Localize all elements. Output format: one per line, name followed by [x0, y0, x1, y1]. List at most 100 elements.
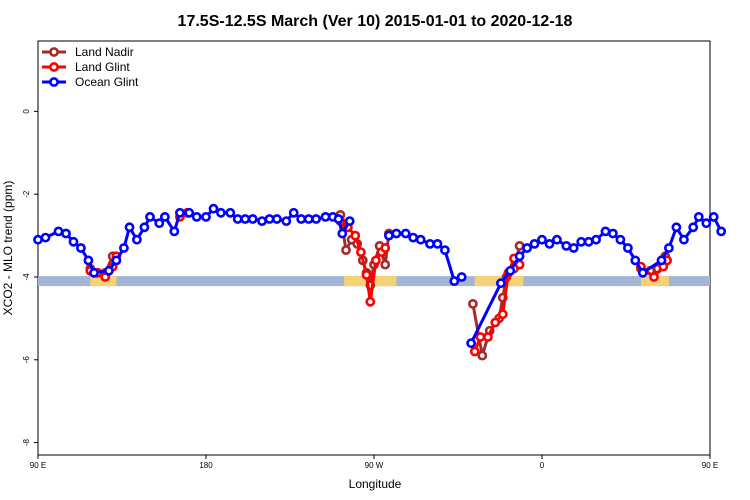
ocean-glint-point: [408, 232, 419, 243]
ocean-glint-point: [544, 238, 555, 249]
land-glint-point: [490, 317, 501, 328]
ocean-glint-point: [664, 243, 674, 253]
ocean-glint-point: [53, 226, 64, 237]
ocean-glint-point: [623, 243, 633, 253]
ocean-glint-point: [76, 243, 86, 253]
ocean-glint-point: [432, 238, 443, 249]
land-nadir-point: [477, 350, 488, 361]
ocean-glint-point: [529, 238, 540, 249]
ocean-glint-point: [656, 255, 667, 266]
ocean-glint-point: [215, 207, 226, 218]
y-tick-label-1: -2: [22, 190, 31, 198]
ocean-glint-point: [232, 214, 243, 224]
ocean-glint-point: [671, 222, 682, 233]
land-nadir-point: [514, 240, 525, 251]
land-glint-point: [365, 296, 376, 307]
ocean-glint-point: [111, 255, 122, 266]
land-glint-point: [350, 230, 361, 241]
ocean-glint-point: [552, 234, 562, 245]
ocean-glint-point: [311, 214, 321, 224]
land-nadir-point: [341, 245, 351, 255]
legend-marker-land-glint: [49, 62, 59, 72]
ocean-glint-point: [425, 238, 435, 249]
ocean-glint-point: [225, 207, 236, 218]
land-glint-point: [355, 247, 366, 257]
ocean-glint-point: [630, 255, 641, 266]
x-tick-label-3: 0: [540, 461, 545, 470]
x-tick-label-0: 90 E: [30, 461, 46, 470]
ocean-glint-point: [449, 276, 460, 286]
ocean-glint-point: [568, 243, 579, 253]
ocean-glint-point: [637, 267, 648, 278]
ocean-glint-point: [33, 234, 43, 245]
ocean-glint-point: [281, 216, 292, 226]
land-nadir-point: [380, 259, 391, 270]
land-glint-point: [649, 272, 659, 282]
ocean-glint-point: [40, 232, 51, 243]
ocean-glint-point: [191, 211, 202, 222]
land-glint-point: [475, 332, 486, 342]
land-glint-point: [497, 309, 508, 320]
ocean-glint-point: [139, 222, 150, 233]
x-tick-label-2: 90 W: [365, 461, 384, 470]
y-tick-label-2: -4: [22, 273, 31, 281]
ocean-glint-point: [576, 236, 587, 247]
land-glint-point: [361, 269, 372, 280]
ocean-glint-point: [333, 214, 344, 224]
legend-marker-land-nadir: [49, 47, 59, 57]
series-layer: [33, 203, 727, 361]
ocean-glint-point: [257, 216, 267, 226]
ocean-glint-point: [466, 338, 476, 349]
ocean-glint-point: [615, 234, 626, 245]
ocean-glint-point: [688, 222, 699, 233]
ocean-glint-point: [154, 218, 165, 229]
ocean-glint-point: [124, 222, 135, 233]
y-axis-label: XCO2 - MLO trend (ppm): [1, 181, 15, 316]
ocean-glint-point: [400, 228, 411, 239]
ocean-glint-point: [271, 214, 282, 224]
ocean-glint-point: [608, 228, 618, 239]
ocean-glint-point: [679, 234, 689, 245]
ocean-glint-point: [184, 207, 195, 218]
ocean-glint-point: [174, 207, 185, 218]
ocean-glint-point: [240, 214, 251, 224]
ocean-glint-point: [701, 218, 712, 229]
ocean-glint-point: [344, 216, 355, 226]
ocean-glint-point: [708, 211, 719, 222]
ocean-glint-point: [415, 234, 426, 245]
ocean-glint-point: [119, 243, 129, 253]
ocean-glint-point: [439, 245, 450, 255]
y-tick-label-3: -6: [22, 356, 31, 364]
ocean-glint-point: [208, 203, 219, 214]
x-axis-label: Longitude: [349, 477, 402, 491]
axes: 90 E 180 90 W 0 90 E 0 -2 -4 -6 -8: [22, 109, 718, 470]
legend-label-land-glint: Land Glint: [75, 60, 130, 74]
land-glint-point: [469, 346, 480, 357]
land-glint-point: [380, 243, 391, 253]
ocean-glint-point: [514, 251, 525, 262]
legend-item-land-glint: Land Glint: [42, 60, 130, 74]
series-ocean-glint: [33, 203, 727, 349]
plot-frame: [37, 40, 711, 456]
legend-item-land-nadir: Land Nadir: [42, 45, 134, 59]
ocean-glint-point: [591, 234, 601, 245]
ocean-glint-point: [522, 243, 532, 253]
legend-item-ocean-glint: Ocean Glint: [42, 75, 139, 89]
x-tick-label-1: 180: [199, 461, 213, 470]
ocean-glint-point: [383, 230, 394, 241]
ocean-glint-point: [693, 211, 704, 222]
ocean-glint-point: [537, 234, 547, 245]
ocean-glint-point: [296, 214, 307, 224]
land-glint-point: [482, 332, 493, 342]
legend-label-ocean-glint: Ocean Glint: [75, 75, 139, 89]
ocean-glint-point: [89, 267, 99, 278]
ocean-glint-point: [288, 207, 299, 218]
ocean-glint-point: [716, 226, 727, 237]
legend-label-land-nadir: Land Nadir: [75, 45, 134, 59]
y-tick-label-0: 0: [22, 109, 31, 114]
ocean-glint-point: [104, 265, 114, 276]
land-glint-point: [370, 255, 381, 266]
ocean-glint-point: [505, 265, 516, 276]
